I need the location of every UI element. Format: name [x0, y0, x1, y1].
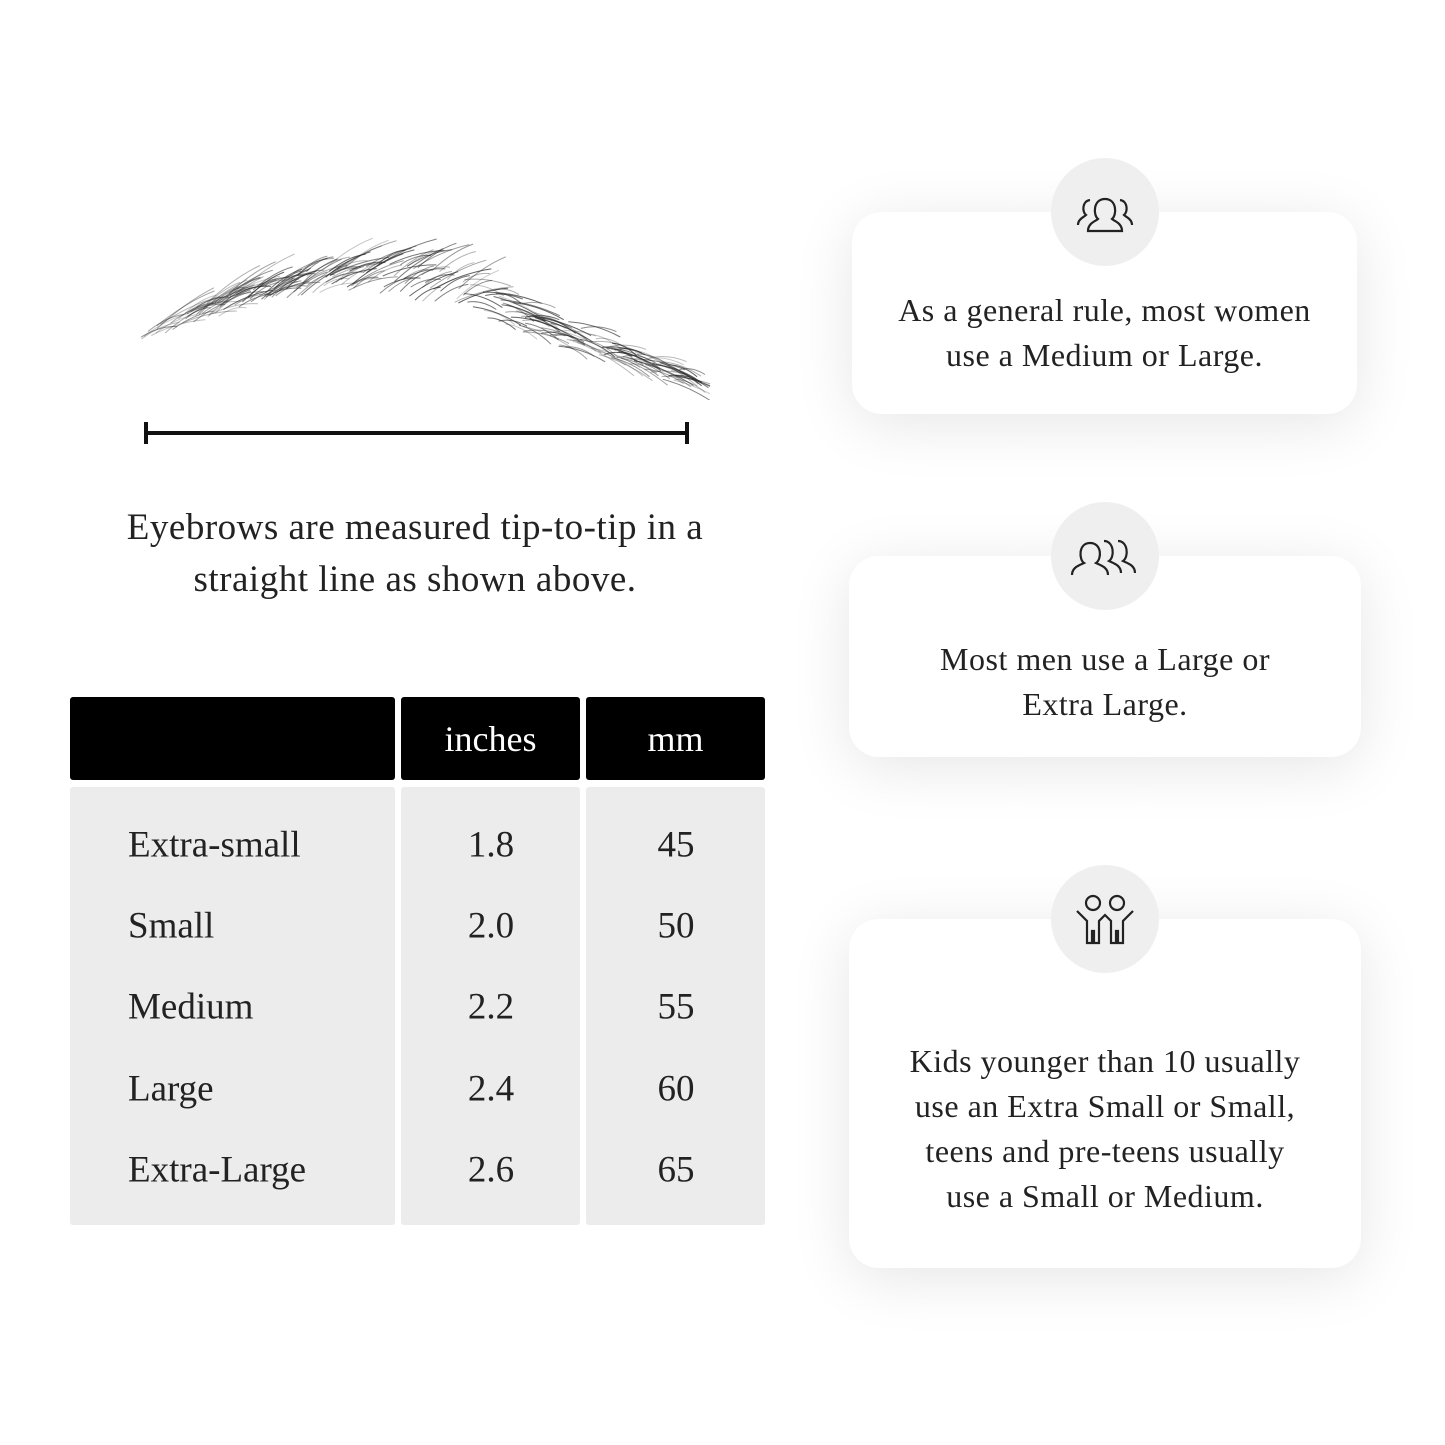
cell-size: Medium [128, 986, 254, 1028]
cell-size: Extra-small [128, 824, 301, 866]
mm-column [586, 787, 765, 1225]
women-group-icon [1051, 158, 1159, 266]
cell-inches: 2.2 [467, 986, 515, 1028]
header-size [70, 697, 395, 780]
cell-mm: 45 [657, 824, 695, 866]
cell-mm: 55 [657, 986, 695, 1028]
cell-size: Large [128, 1068, 214, 1110]
measurement-caption: Eyebrows are measured tip-to-tip in a st… [126, 507, 704, 600]
men-card-text: Most men use a Large or Extra Large. [940, 640, 1270, 722]
women-card-text: As a general rule, most women use a Medi… [898, 292, 1311, 373]
header-mm: mm [586, 697, 765, 780]
cell-mm: 50 [657, 905, 695, 947]
kids-icon [1051, 865, 1159, 973]
kids-card-text: Kids younger than 10 usually use an Extr… [909, 1042, 1301, 1214]
cell-mm: 65 [657, 1149, 695, 1191]
cell-mm: 60 [657, 1068, 695, 1110]
men-group-icon [1051, 502, 1159, 610]
kids-card: Kids younger than 10 usually use an Extr… [849, 919, 1361, 1268]
cell-inches: 1.8 [467, 824, 515, 866]
inches-column [401, 787, 580, 1225]
cell-inches: 2.6 [467, 1149, 515, 1191]
cell-inches: 2.4 [467, 1068, 515, 1110]
measurement-line [144, 422, 689, 444]
header-inches: inches [401, 697, 580, 780]
cell-size: Extra-Large [128, 1149, 307, 1191]
men-card: Most men use a Large or Extra Large. [849, 556, 1361, 757]
size-column [70, 787, 395, 1225]
cell-size: Small [128, 905, 215, 947]
eyebrow-illustration [140, 237, 710, 400]
cell-inches: 2.0 [467, 905, 515, 947]
